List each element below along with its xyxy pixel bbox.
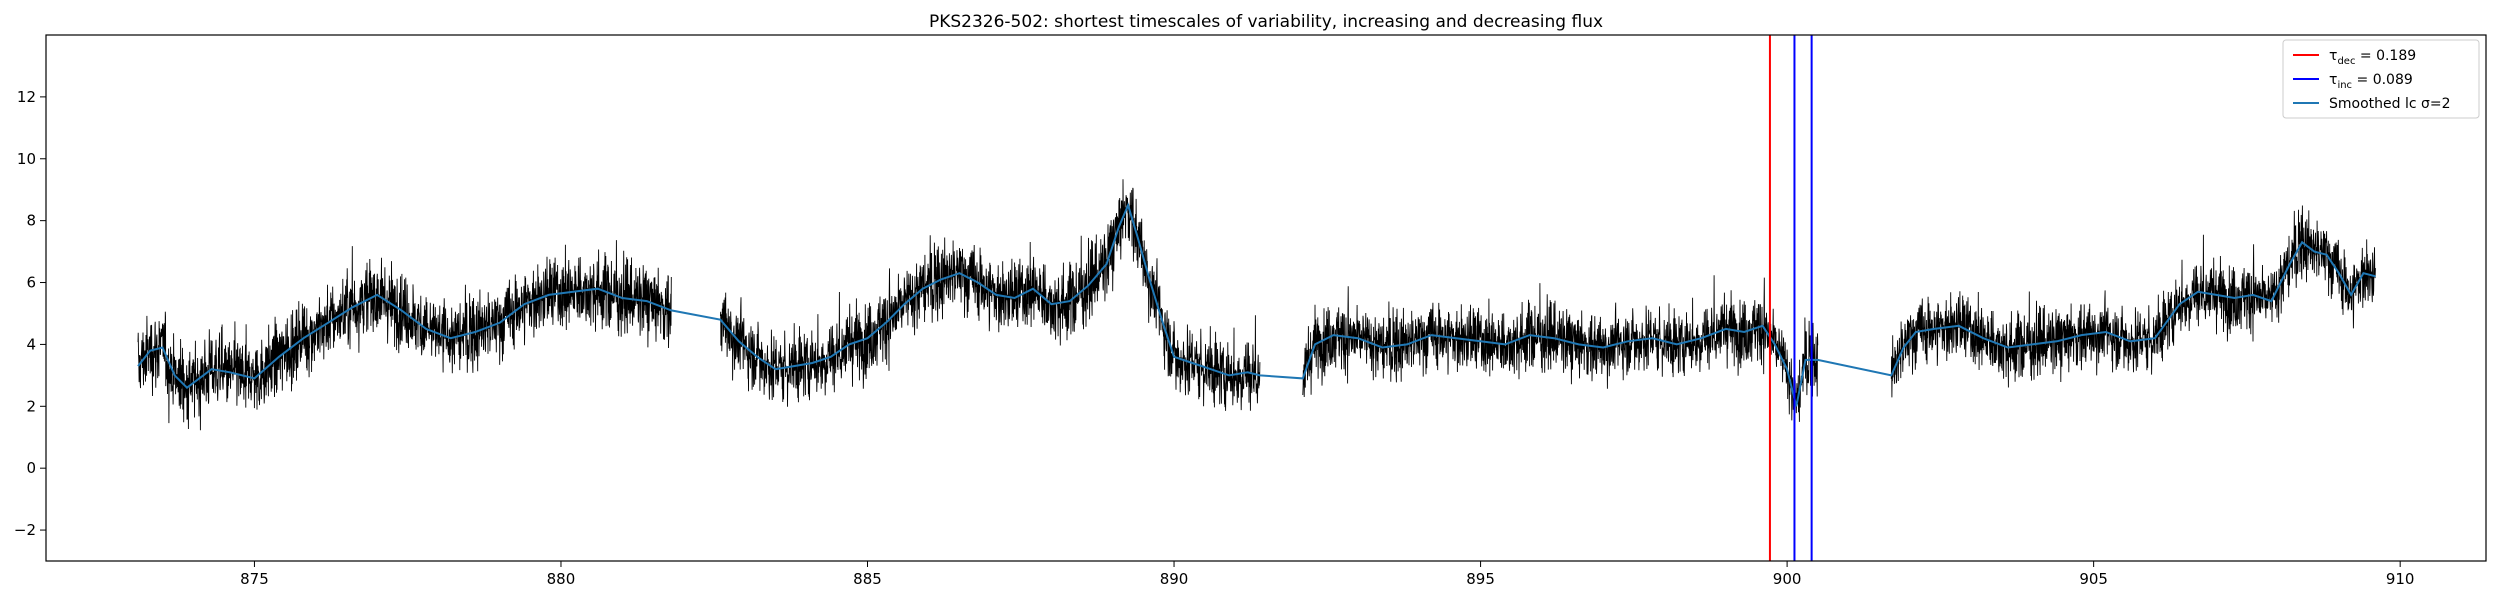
raw-flux-segment xyxy=(1302,275,1819,422)
y-tick-label: 12 xyxy=(17,88,36,106)
smoothed-light-curve-line xyxy=(137,202,2376,407)
y-tick-label: 10 xyxy=(17,150,36,168)
x-tick-label: 880 xyxy=(547,570,576,588)
chart-title: PKS2326-502: shortest timescales of vari… xyxy=(929,12,1603,32)
axis-ticks: 875 880 885 890 895 900 905 910 −2 0 2 4 6 8 10 12 xyxy=(14,88,2415,588)
y-tick-label: 6 xyxy=(26,274,36,292)
x-tick-label: 905 xyxy=(2079,570,2108,588)
y-tick-label: −2 xyxy=(14,521,36,539)
x-tick-label: 875 xyxy=(240,570,269,588)
plot-area xyxy=(137,35,2377,561)
y-tick-label: 0 xyxy=(26,459,36,477)
raw-light-curve xyxy=(137,179,2377,431)
x-tick-label: 890 xyxy=(1160,570,1189,588)
axes-frame xyxy=(45,34,2487,562)
raw-flux-segment xyxy=(137,240,672,431)
x-tick-label: 900 xyxy=(1773,570,1802,588)
raw-flux-segment xyxy=(1890,205,2377,398)
y-tick-label: 4 xyxy=(26,335,36,353)
timescale-markers xyxy=(1768,35,1813,561)
x-tick-label: 885 xyxy=(853,570,882,588)
legend-entry: τinc = 0.089 xyxy=(2329,72,2413,91)
legend: τdec = 0.189 τinc = 0.089 Smoothed lc σ=2 xyxy=(2282,39,2480,119)
raw-flux-segment xyxy=(719,179,1261,411)
x-tick-label: 895 xyxy=(1466,570,1495,588)
legend-entry: Smoothed lc σ=2 xyxy=(2329,96,2451,112)
x-tick-label: 910 xyxy=(2386,570,2415,588)
legend-entry: τdec = 0.189 xyxy=(2329,48,2416,67)
y-tick-label: 2 xyxy=(26,397,36,415)
y-tick-label: 8 xyxy=(26,212,36,230)
legend-box xyxy=(2282,39,2480,119)
